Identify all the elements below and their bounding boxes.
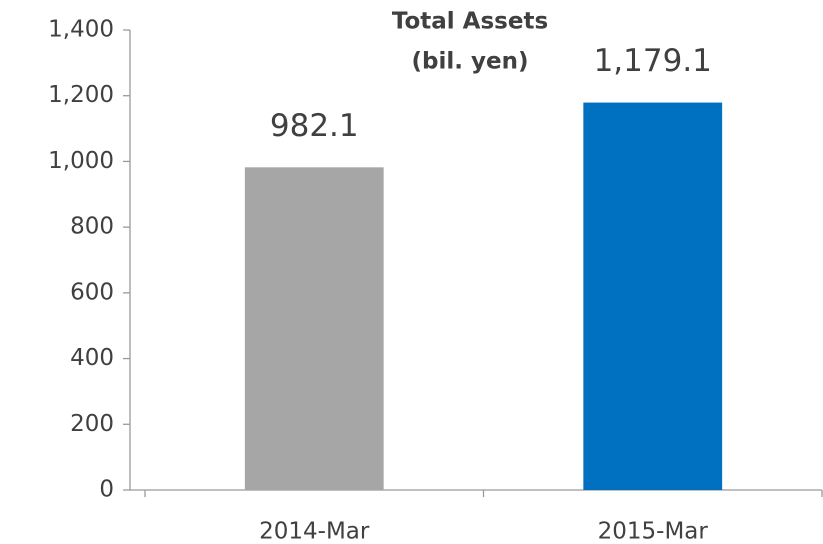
- bar: [244, 167, 384, 490]
- x-tick-label: 2014-Mar: [259, 519, 370, 544]
- y-tick-label: 600: [70, 279, 114, 305]
- bar: [583, 102, 723, 491]
- chart-subtitle: (bil. yen): [412, 49, 529, 75]
- value-label: 1,179.1: [594, 43, 712, 79]
- y-tick-label: 1,000: [48, 148, 114, 174]
- value-label: 982.1: [270, 108, 359, 144]
- y-tick-label: 1,400: [48, 17, 114, 43]
- y-tick-label: 0: [99, 477, 114, 503]
- y-tick-label: 800: [70, 214, 114, 240]
- y-tick-label: 400: [70, 345, 114, 371]
- x-tick-label: 2015-Mar: [598, 519, 709, 544]
- y-tick-label: 1,200: [48, 82, 114, 108]
- y-tick-label: 200: [70, 411, 114, 437]
- chart-title: Total Assets: [392, 9, 548, 35]
